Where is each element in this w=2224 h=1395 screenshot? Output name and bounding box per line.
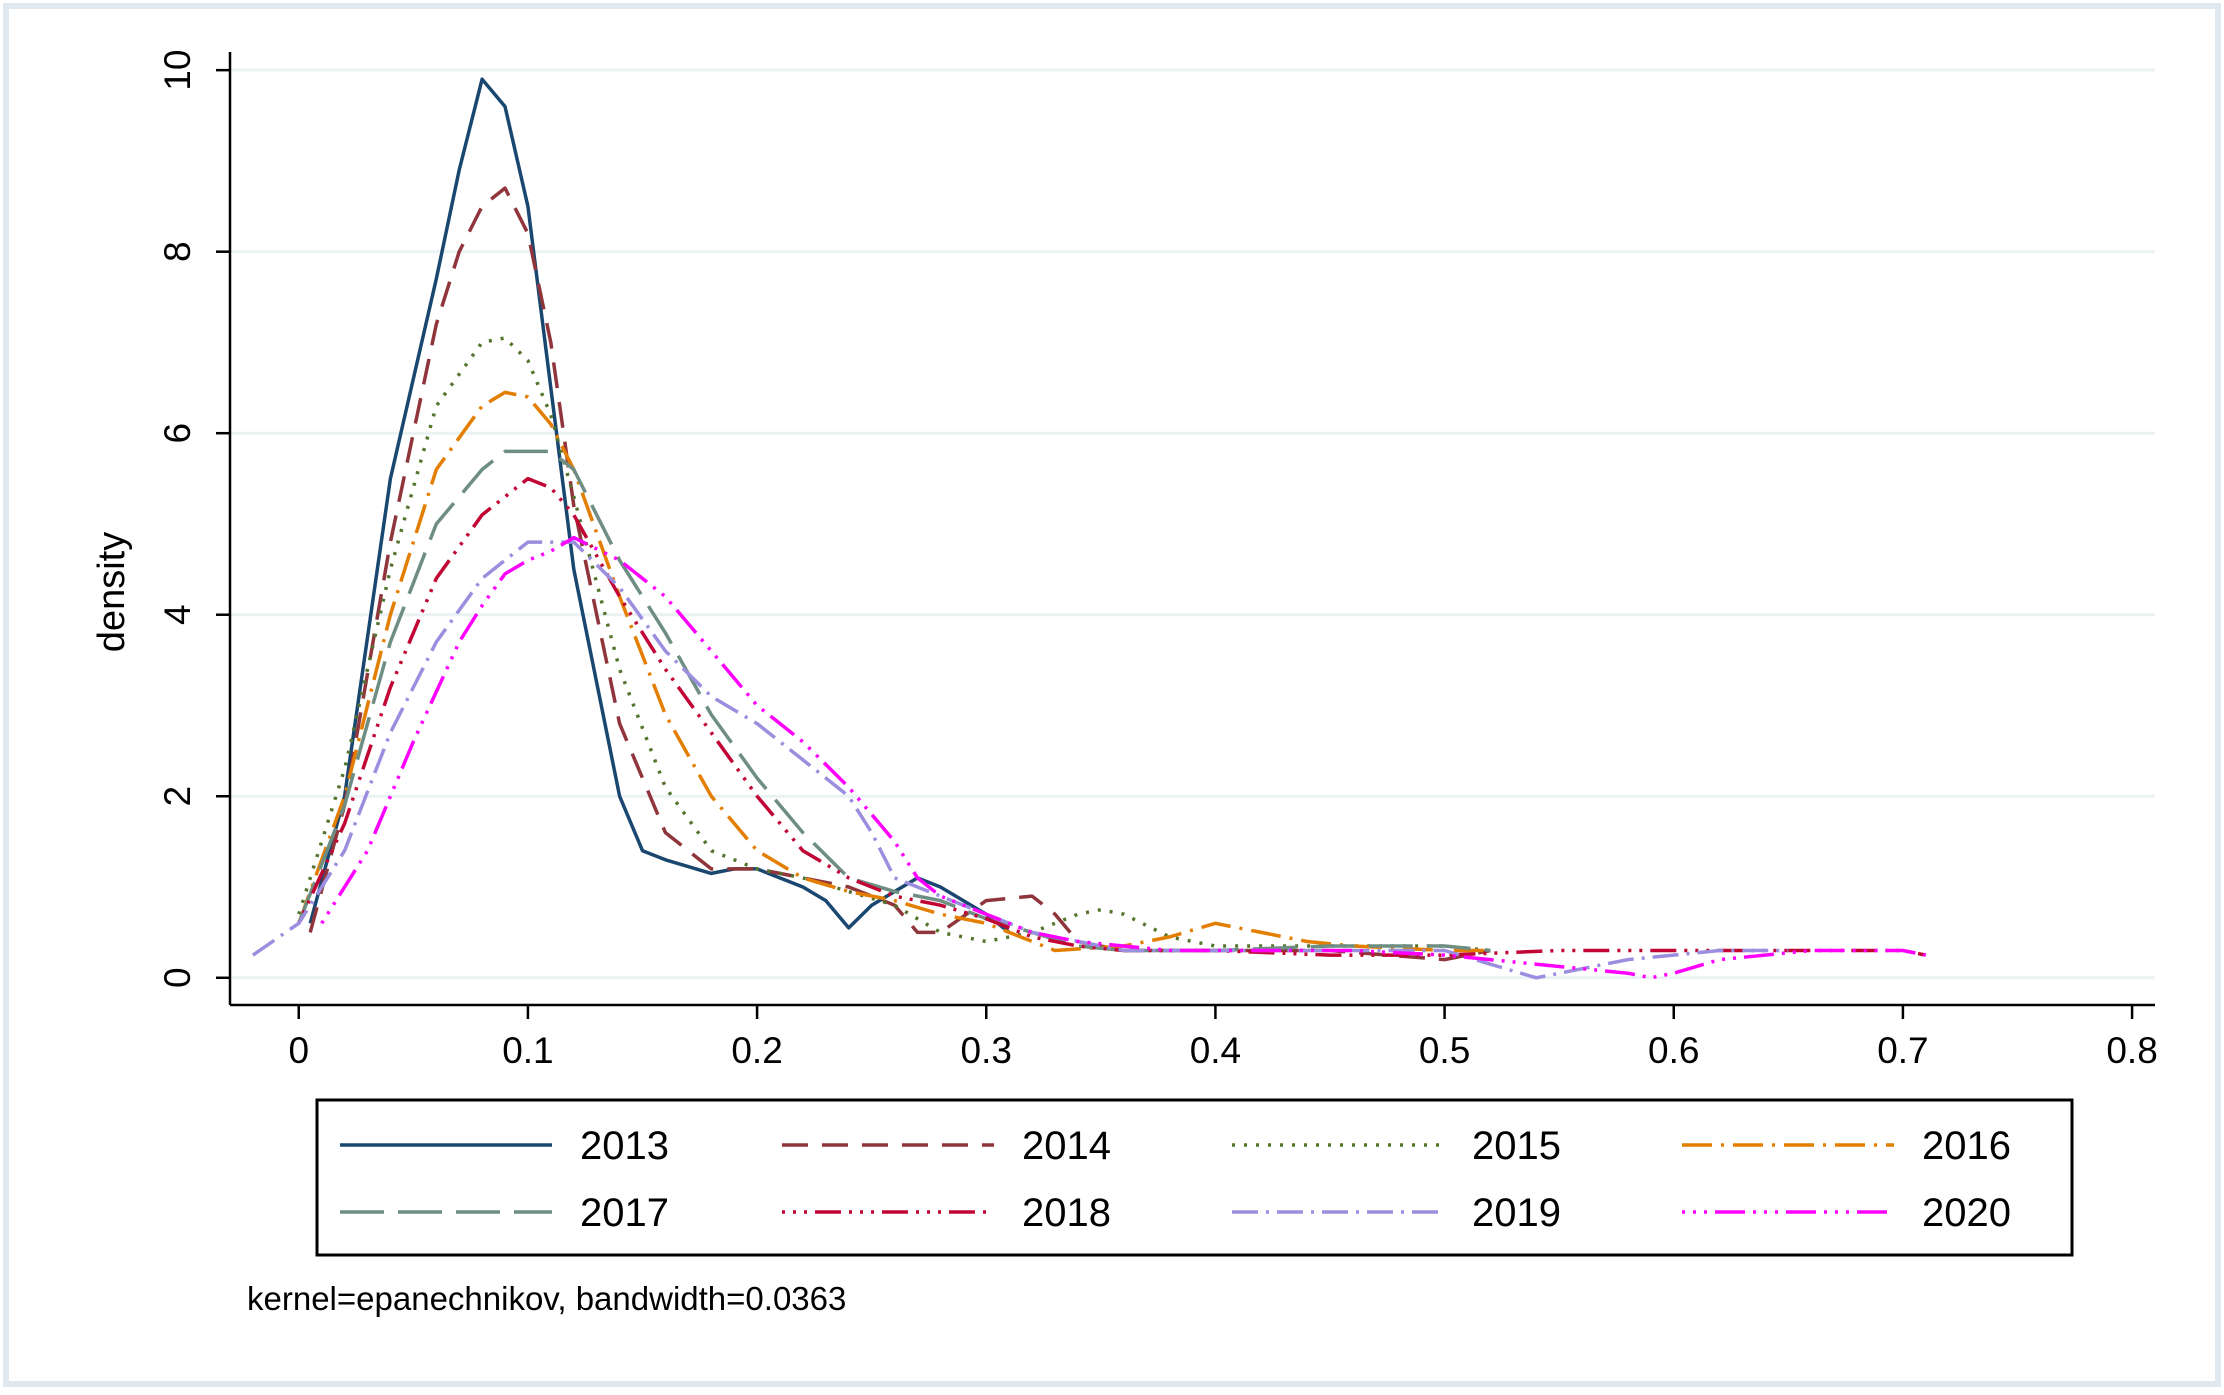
y-tick-label: 8 — [157, 241, 198, 262]
grid-lines — [230, 68, 2155, 980]
x-tick-label: 0.5 — [1419, 1030, 1470, 1071]
x-tick-label: 0.7 — [1877, 1030, 1928, 1071]
x-tick-label: 0.8 — [2106, 1030, 2157, 1071]
axes: 0 2 4 6 8 10 0 0.1 0.2 0.3 0.4 0.5 0.6 0.7 0.8 — [157, 50, 2158, 1071]
x-tick-label: 0.4 — [1190, 1030, 1241, 1071]
y-tick-label: 0 — [157, 967, 198, 988]
series-lines — [251, 77, 1927, 980]
legend-label-2017: 2017 — [580, 1191, 669, 1235]
series-line-2018 — [297, 476, 1927, 957]
series-line-2020 — [320, 535, 1927, 980]
series-line-2015 — [297, 336, 1491, 953]
legend-label-2020: 2020 — [1922, 1191, 2011, 1235]
y-tick-label: 10 — [157, 50, 198, 91]
y-tick-label: 4 — [157, 604, 198, 625]
x-tick-label: 0.1 — [502, 1030, 553, 1071]
y-tick-label: 6 — [157, 423, 198, 444]
series-line-2016 — [297, 390, 1491, 953]
x-tick-label: 0.3 — [961, 1030, 1012, 1071]
outer-frame — [3, 3, 2221, 1387]
y-tick-label: 2 — [157, 786, 198, 807]
legend-label-2019: 2019 — [1472, 1191, 1561, 1235]
legend-label-2015: 2015 — [1472, 1124, 1561, 1168]
legend-label-2014: 2014 — [1022, 1124, 1111, 1168]
x-tick-label: 0 — [288, 1030, 309, 1071]
legend-label-2016: 2016 — [1922, 1124, 2011, 1168]
legend-box — [315, 1098, 2074, 1257]
x-tick-label: 0.6 — [1648, 1030, 1699, 1071]
legend: 2013 2014 2015 2016 2017 2018 2019 2020 — [315, 1098, 2074, 1257]
x-tick-label: 0.2 — [731, 1030, 782, 1071]
series-line-2019 — [251, 540, 1789, 980]
legend-label-2013: 2013 — [580, 1124, 669, 1168]
legend-label-2018: 2018 — [1022, 1191, 1111, 1235]
series-line-2017 — [297, 449, 1491, 953]
y-axis-label: density — [91, 532, 133, 652]
kernel-note: kernel=epanechnikov, bandwidth=0.0363 — [247, 1280, 846, 1317]
series-line-2013 — [308, 77, 1011, 934]
